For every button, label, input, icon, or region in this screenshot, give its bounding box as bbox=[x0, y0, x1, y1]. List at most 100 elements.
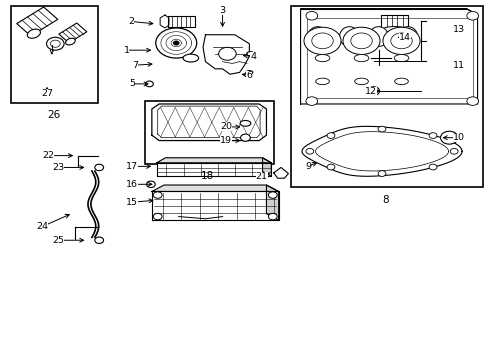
Text: 22: 22 bbox=[42, 151, 54, 160]
Polygon shape bbox=[152, 192, 278, 220]
Polygon shape bbox=[152, 104, 266, 140]
Circle shape bbox=[153, 192, 162, 198]
Text: 24: 24 bbox=[36, 222, 48, 231]
Ellipse shape bbox=[393, 54, 408, 62]
Text: 13: 13 bbox=[452, 25, 464, 34]
Text: 7: 7 bbox=[132, 61, 138, 70]
Circle shape bbox=[377, 126, 385, 132]
Polygon shape bbox=[157, 163, 271, 176]
Text: 17: 17 bbox=[126, 162, 138, 171]
Circle shape bbox=[46, 37, 64, 50]
Text: 14: 14 bbox=[399, 33, 410, 42]
Text: 12: 12 bbox=[365, 86, 377, 95]
Polygon shape bbox=[266, 185, 278, 220]
Polygon shape bbox=[300, 9, 477, 104]
Ellipse shape bbox=[245, 71, 252, 74]
Ellipse shape bbox=[307, 27, 327, 46]
Circle shape bbox=[156, 28, 196, 58]
Ellipse shape bbox=[240, 121, 250, 126]
Circle shape bbox=[466, 12, 478, 20]
Circle shape bbox=[440, 131, 457, 144]
Circle shape bbox=[95, 237, 103, 243]
Circle shape bbox=[50, 40, 60, 47]
Circle shape bbox=[382, 27, 419, 54]
Ellipse shape bbox=[246, 51, 253, 56]
Circle shape bbox=[305, 12, 317, 20]
Ellipse shape bbox=[339, 27, 358, 46]
Circle shape bbox=[268, 192, 277, 198]
Polygon shape bbox=[203, 35, 249, 74]
Ellipse shape bbox=[27, 29, 41, 38]
Ellipse shape bbox=[315, 78, 329, 85]
Circle shape bbox=[466, 97, 478, 105]
Circle shape bbox=[146, 181, 155, 188]
Ellipse shape bbox=[386, 35, 401, 40]
Circle shape bbox=[377, 171, 385, 176]
Ellipse shape bbox=[382, 27, 406, 32]
Circle shape bbox=[350, 33, 371, 49]
Bar bbox=[290, 6, 483, 187]
Ellipse shape bbox=[65, 38, 75, 45]
Text: 27: 27 bbox=[41, 89, 53, 98]
Circle shape bbox=[342, 27, 379, 54]
Text: 3: 3 bbox=[219, 6, 225, 15]
Circle shape bbox=[173, 41, 179, 45]
Circle shape bbox=[390, 33, 411, 49]
Circle shape bbox=[145, 81, 153, 87]
Ellipse shape bbox=[368, 27, 387, 46]
Text: 4: 4 bbox=[250, 52, 256, 61]
Text: 20: 20 bbox=[220, 122, 231, 131]
Polygon shape bbox=[262, 158, 271, 176]
Polygon shape bbox=[302, 126, 461, 176]
Circle shape bbox=[326, 164, 334, 170]
Ellipse shape bbox=[353, 54, 368, 62]
Ellipse shape bbox=[394, 78, 407, 85]
Ellipse shape bbox=[354, 78, 367, 85]
Text: 9: 9 bbox=[304, 162, 310, 171]
Text: 11: 11 bbox=[452, 62, 464, 71]
Ellipse shape bbox=[315, 54, 329, 62]
Text: 6: 6 bbox=[246, 71, 252, 80]
Polygon shape bbox=[381, 15, 407, 28]
Text: 18: 18 bbox=[201, 171, 214, 181]
Text: 23: 23 bbox=[52, 163, 64, 172]
Bar bbox=[144, 101, 273, 164]
Text: 5: 5 bbox=[129, 80, 135, 89]
Polygon shape bbox=[167, 17, 194, 27]
Circle shape bbox=[326, 133, 334, 139]
Polygon shape bbox=[158, 106, 260, 138]
Circle shape bbox=[305, 97, 317, 105]
Circle shape bbox=[367, 87, 379, 95]
Circle shape bbox=[428, 133, 436, 139]
Circle shape bbox=[95, 164, 103, 171]
Polygon shape bbox=[17, 7, 58, 36]
Circle shape bbox=[153, 213, 162, 220]
Polygon shape bbox=[152, 185, 278, 192]
Text: 8: 8 bbox=[382, 195, 388, 205]
Circle shape bbox=[304, 27, 340, 54]
Text: 19: 19 bbox=[220, 136, 231, 145]
Text: 15: 15 bbox=[126, 198, 138, 207]
Circle shape bbox=[305, 148, 313, 154]
Ellipse shape bbox=[382, 34, 406, 41]
Text: 2: 2 bbox=[128, 17, 134, 26]
Text: 1: 1 bbox=[123, 46, 129, 55]
Ellipse shape bbox=[397, 27, 417, 46]
Circle shape bbox=[268, 213, 277, 220]
Text: 16: 16 bbox=[126, 180, 138, 189]
Ellipse shape bbox=[183, 54, 198, 62]
Circle shape bbox=[240, 134, 250, 141]
Polygon shape bbox=[160, 15, 168, 28]
Text: 21: 21 bbox=[255, 172, 267, 181]
Polygon shape bbox=[273, 167, 288, 178]
Circle shape bbox=[218, 47, 236, 60]
Circle shape bbox=[311, 33, 332, 49]
Circle shape bbox=[449, 148, 457, 154]
Text: 10: 10 bbox=[452, 133, 464, 142]
Polygon shape bbox=[59, 23, 87, 43]
Text: 26: 26 bbox=[48, 110, 61, 120]
Circle shape bbox=[428, 164, 436, 170]
Text: 25: 25 bbox=[52, 236, 64, 245]
Text: 27: 27 bbox=[41, 89, 53, 98]
Bar bbox=[11, 6, 98, 103]
